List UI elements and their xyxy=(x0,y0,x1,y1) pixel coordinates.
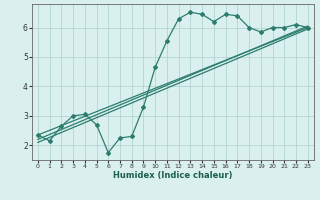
X-axis label: Humidex (Indice chaleur): Humidex (Indice chaleur) xyxy=(113,171,233,180)
